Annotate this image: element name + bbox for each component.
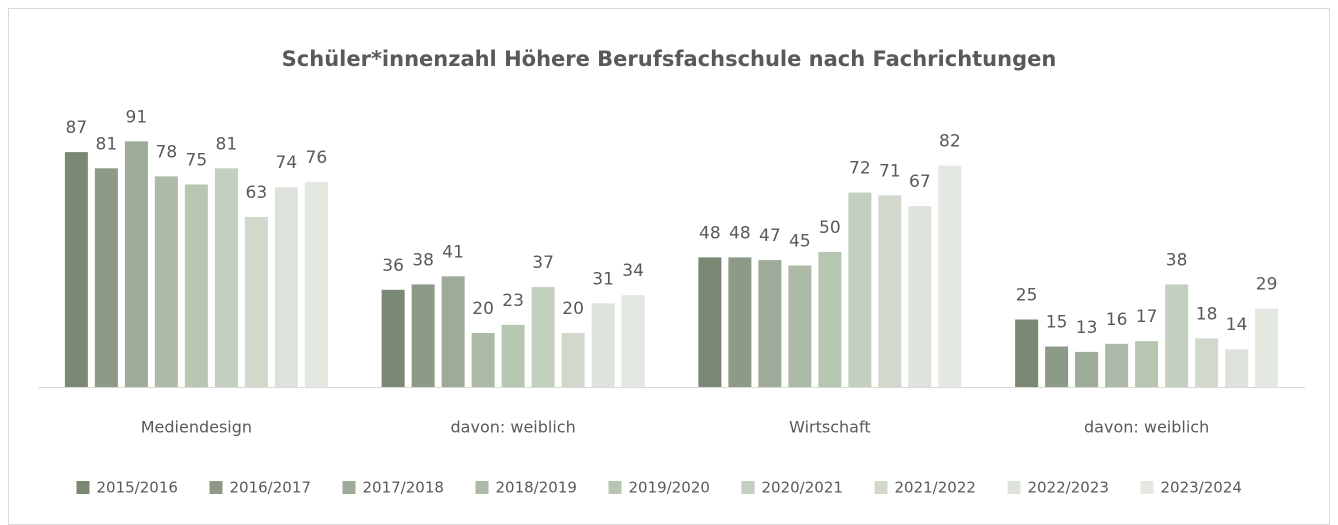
data-label: 37	[532, 253, 554, 273]
legend-label: 2016/2017	[230, 479, 311, 497]
bar	[94, 168, 118, 387]
data-label: 45	[789, 232, 811, 252]
legend-swatch	[475, 481, 489, 494]
legend-label: 2015/2016	[97, 479, 178, 497]
bar	[1225, 349, 1249, 387]
bar	[154, 176, 178, 387]
legend-swatch	[1007, 481, 1021, 494]
bar	[531, 287, 555, 387]
data-label: 76	[306, 148, 328, 168]
bar	[411, 284, 435, 387]
legend-label: 2020/2021	[762, 479, 843, 497]
bar	[1255, 308, 1279, 387]
data-label: 50	[819, 218, 841, 238]
bar	[1075, 351, 1099, 387]
data-label: 23	[502, 291, 524, 311]
bar	[381, 289, 405, 387]
legend-swatch	[342, 481, 356, 494]
bar	[501, 324, 525, 387]
bar	[441, 276, 465, 387]
bar	[1015, 319, 1039, 387]
data-label: 48	[699, 223, 721, 243]
bar	[471, 333, 495, 387]
legend-swatch	[608, 481, 622, 494]
legend-swatch	[1140, 481, 1154, 494]
bar	[561, 333, 585, 387]
legend-label: 2021/2022	[895, 479, 976, 497]
data-label: 75	[186, 151, 208, 171]
data-label: 31	[592, 269, 614, 289]
data-label: 72	[849, 159, 871, 179]
bar	[214, 168, 238, 387]
x-tick-label: davon: weiblich	[451, 418, 576, 437]
data-label: 74	[276, 153, 298, 173]
bar	[591, 303, 615, 387]
x-tick-label: Mediendesign	[141, 418, 252, 437]
bar	[621, 295, 645, 387]
data-label: 71	[879, 161, 901, 181]
data-label: 20	[472, 299, 494, 319]
data-label: 29	[1256, 275, 1278, 295]
data-label: 18	[1196, 304, 1218, 324]
bar	[124, 141, 148, 387]
data-label: 36	[382, 256, 404, 276]
legend-label: 2023/2024	[1161, 479, 1242, 497]
bar	[1135, 341, 1159, 387]
bar	[788, 265, 812, 387]
bar	[698, 257, 722, 387]
x-tick-label: Wirtschaft	[789, 418, 870, 437]
bar	[728, 257, 752, 387]
data-label: 91	[126, 107, 148, 127]
data-label: 38	[1166, 250, 1188, 270]
data-label: 14	[1226, 315, 1248, 335]
data-label: 38	[412, 250, 434, 270]
data-label: 82	[939, 132, 961, 152]
data-label: 63	[246, 183, 268, 203]
legend-swatch	[76, 481, 90, 494]
bar	[1045, 346, 1069, 387]
legend-swatch	[741, 481, 755, 494]
bar	[274, 187, 298, 387]
x-tick-label: davon: weiblich	[1084, 418, 1209, 437]
bar	[244, 216, 268, 387]
bar	[64, 152, 88, 387]
data-label: 78	[156, 142, 178, 162]
bar	[878, 195, 902, 387]
bar	[184, 184, 208, 387]
data-label: 15	[1046, 313, 1068, 333]
data-label: 87	[66, 118, 88, 138]
bar	[818, 252, 842, 387]
bar	[758, 260, 782, 387]
data-label: 81	[96, 134, 118, 154]
bar	[938, 165, 962, 387]
data-label: 34	[622, 261, 644, 281]
legend-label: 2019/2020	[629, 479, 710, 497]
data-label: 67	[909, 172, 931, 192]
legend-label: 2018/2019	[496, 479, 577, 497]
legend-label: 2022/2023	[1028, 479, 1109, 497]
data-label: 25	[1016, 286, 1038, 306]
bar	[1195, 338, 1219, 387]
bar	[304, 181, 328, 387]
data-label: 81	[216, 134, 238, 154]
bar	[1105, 343, 1129, 387]
legend-swatch	[874, 481, 888, 494]
data-label: 47	[759, 226, 781, 246]
data-label: 20	[562, 299, 584, 319]
data-label: 41	[442, 242, 464, 262]
data-label: 48	[729, 223, 751, 243]
bar	[908, 206, 932, 387]
chart-title: Schüler*innenzahl Höhere Berufsfachschul…	[282, 47, 1057, 71]
bar	[848, 192, 872, 387]
legend-label: 2017/2018	[363, 479, 444, 497]
data-label: 17	[1136, 307, 1158, 327]
data-label: 16	[1106, 310, 1128, 330]
bar	[1165, 284, 1189, 387]
data-label: 13	[1076, 318, 1098, 338]
legend-swatch	[209, 481, 223, 494]
